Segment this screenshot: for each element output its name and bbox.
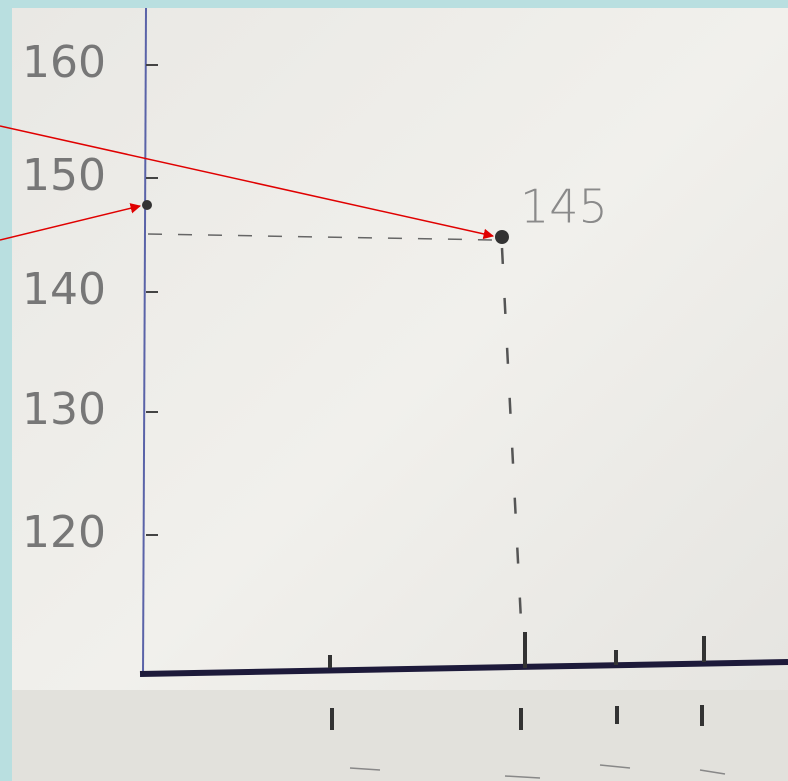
y-label: 130 xyxy=(22,384,106,435)
x-axis xyxy=(139,659,788,677)
paper xyxy=(12,8,788,781)
point-label: 145 xyxy=(520,180,608,234)
axis-dot xyxy=(142,200,152,210)
arrow xyxy=(0,125,495,240)
y-label: 120 xyxy=(22,507,106,558)
point xyxy=(495,230,509,244)
x-dashes xyxy=(349,764,726,779)
paper-strip xyxy=(12,690,788,781)
y-label: 160 xyxy=(22,37,106,88)
x-ticks xyxy=(328,632,706,730)
y-axis xyxy=(142,7,147,677)
arrow xyxy=(0,203,142,241)
y-label: 150 xyxy=(22,150,106,201)
y-labels: 160 150 140 130 120 xyxy=(22,37,158,558)
y-label: 140 xyxy=(22,264,106,315)
v-dash xyxy=(500,247,524,641)
